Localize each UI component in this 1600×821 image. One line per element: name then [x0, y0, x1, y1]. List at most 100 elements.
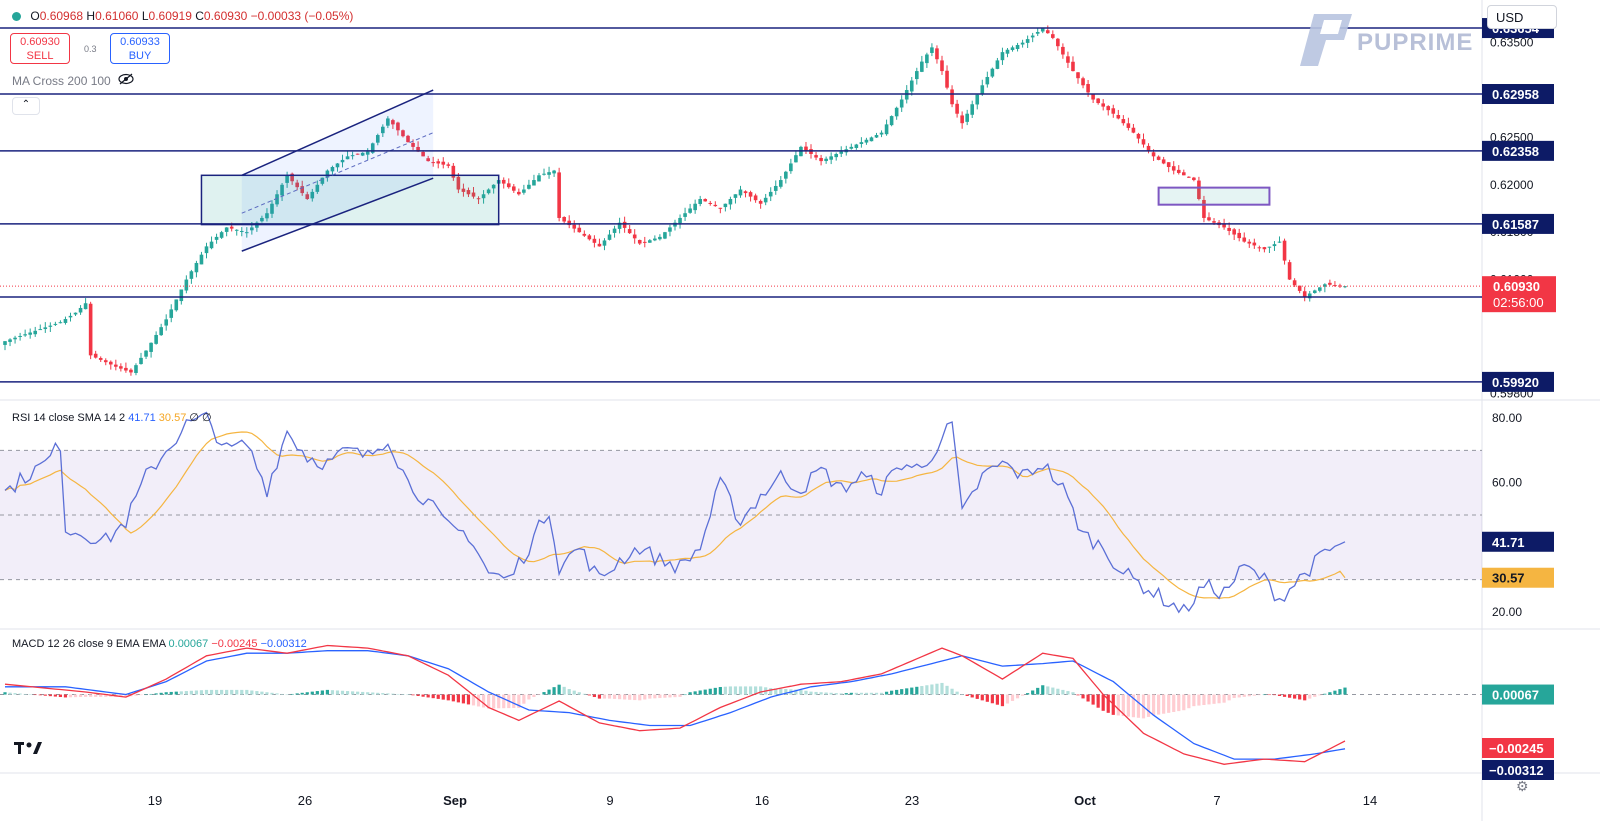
candle-body: [577, 227, 582, 233]
macd-bar: [980, 694, 984, 701]
candle-body: [174, 299, 179, 311]
macd-bar: [779, 688, 783, 695]
candle-body: [1338, 285, 1342, 287]
buy-button[interactable]: 0.60933 BUY: [110, 33, 170, 64]
macd-bar: [1096, 694, 1100, 708]
candle-body: [260, 217, 264, 222]
macd-bar: [265, 692, 269, 695]
candle-body: [1051, 34, 1055, 38]
macd-bar: [562, 686, 566, 695]
candle-body: [270, 203, 274, 214]
macd-bar: [8, 692, 12, 695]
macd-bar: [839, 693, 843, 695]
candle-body: [537, 175, 541, 182]
candle-body: [864, 139, 869, 143]
candle-body: [149, 342, 153, 352]
candle-body: [103, 360, 108, 363]
candle-body: [587, 235, 592, 240]
macd-bar: [708, 688, 712, 695]
candle-body: [1297, 285, 1302, 291]
macd-bar: [134, 694, 138, 696]
candle-body: [567, 220, 572, 226]
candle-body: [355, 153, 360, 155]
candle-body: [723, 203, 728, 208]
macd-bar: [391, 693, 395, 695]
candle-body: [229, 226, 234, 229]
macd-bar: [1287, 694, 1292, 698]
candle-body: [305, 194, 310, 199]
macd-bar: [1277, 694, 1282, 696]
ma-indicator-label[interactable]: MA Cross 200 100: [12, 74, 111, 88]
macd-bar: [1162, 694, 1166, 714]
candle-body: [758, 200, 763, 204]
macd-bar: [1036, 687, 1040, 695]
macd-bar: [1066, 691, 1070, 695]
macd-bar: [537, 694, 541, 696]
candle-body: [325, 170, 330, 178]
candle-body: [925, 54, 929, 64]
level-label: 0.62358: [1492, 144, 1539, 159]
candle-body: [602, 240, 607, 246]
candle-body: [532, 180, 536, 186]
macd-bar: [799, 689, 803, 695]
macd-bar: [1267, 694, 1272, 696]
candle-body: [13, 337, 17, 340]
close-label: C: [195, 9, 204, 23]
candle-body: [1005, 49, 1010, 54]
macd-bar: [1086, 694, 1090, 702]
macd-bar: [970, 694, 974, 698]
macd-legend: MACD 12 26 close 9 EMA EMA 0.00067 −0.00…: [12, 638, 307, 650]
candle-body: [582, 233, 587, 236]
candle-body: [1131, 127, 1136, 133]
macd-bar: [28, 694, 32, 695]
settings-gear-icon[interactable]: ⚙: [1516, 778, 1529, 794]
candle-body: [320, 177, 325, 184]
candle-body: [93, 353, 98, 358]
eye-icon[interactable]: [118, 73, 134, 88]
macd-bar: [1081, 694, 1085, 699]
currency-selector[interactable]: USD: [1487, 5, 1557, 29]
currency-label: USD: [1496, 10, 1524, 25]
macd-bar: [58, 694, 63, 698]
collapse-button[interactable]: ⌃: [12, 97, 40, 115]
candle-body: [386, 118, 390, 126]
candle-body: [728, 199, 733, 205]
time-axis-label: Oct: [1074, 793, 1096, 808]
macd-bar: [290, 693, 294, 695]
candle-body: [1040, 28, 1045, 32]
candle-body: [345, 156, 350, 160]
macd-bar: [900, 689, 904, 695]
macd-bar: [1217, 694, 1221, 704]
candle-body: [224, 227, 229, 232]
candle-body: [904, 90, 909, 100]
market-status-dot: [12, 12, 21, 22]
candle-body: [194, 262, 199, 273]
macd-bar: [1192, 694, 1196, 707]
candle-body: [718, 207, 723, 209]
tradingview-logo-icon[interactable]: [14, 740, 44, 761]
level-label: 0.59920: [1492, 375, 1539, 390]
candle-body: [1222, 223, 1226, 228]
macd-bar: [43, 694, 47, 696]
macd-bar: [502, 694, 506, 709]
candle-body: [108, 361, 113, 365]
macd-bar: [925, 685, 929, 695]
candle-body: [396, 122, 400, 131]
candle-body: [245, 232, 249, 234]
candle-body: [688, 208, 692, 213]
macd-bar: [1000, 694, 1005, 707]
macd-bar: [436, 694, 440, 699]
buy-price: 0.60933: [120, 36, 160, 48]
candle-body: [683, 213, 687, 217]
macd-bar: [643, 694, 647, 700]
macd-bar: [1308, 694, 1312, 699]
candle-body: [753, 195, 758, 201]
candle-body: [733, 194, 738, 198]
macd-bar: [406, 694, 410, 696]
sell-button[interactable]: 0.60930 SELL: [10, 33, 70, 64]
candle-body: [658, 236, 662, 240]
macd-bar: [179, 691, 183, 695]
macd-signal-line: [5, 650, 1346, 760]
candle-body: [663, 232, 667, 239]
